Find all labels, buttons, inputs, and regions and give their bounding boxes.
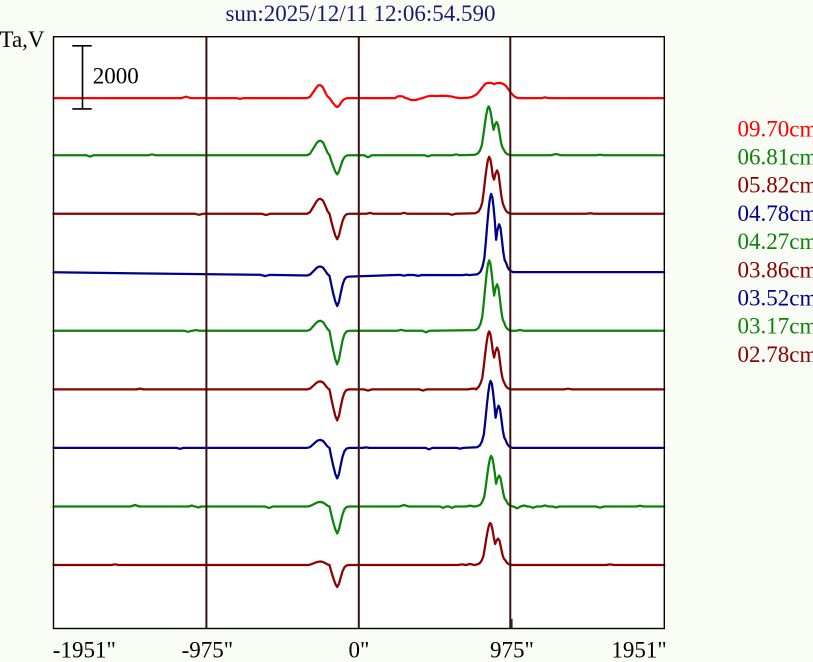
svg-text:09.70cm: 09.70cm [738,116,813,141]
svg-text:03.17cm: 03.17cm [738,314,813,339]
svg-text:0": 0" [349,637,370,662]
svg-text:Ta,V: Ta,V [0,27,45,52]
svg-text:-1951": -1951" [53,637,116,662]
svg-text:975": 975" [490,637,534,662]
svg-text:1951": 1951" [611,637,666,662]
svg-text:05.82cm: 05.82cm [738,173,813,198]
svg-text:sun:2025/12/11 12:06:54.590: sun:2025/12/11 12:06:54.590 [225,1,495,26]
svg-text:03.52cm: 03.52cm [738,286,813,311]
svg-text:2000: 2000 [93,63,139,88]
svg-text:02.78cm: 02.78cm [738,342,813,367]
svg-text:04.27cm: 04.27cm [738,229,813,254]
svg-text:-975": -975" [182,637,234,662]
svg-text:06.81cm: 06.81cm [738,145,813,170]
svg-text:03.86cm: 03.86cm [738,257,813,282]
svg-text:04.78cm: 04.78cm [738,201,813,226]
